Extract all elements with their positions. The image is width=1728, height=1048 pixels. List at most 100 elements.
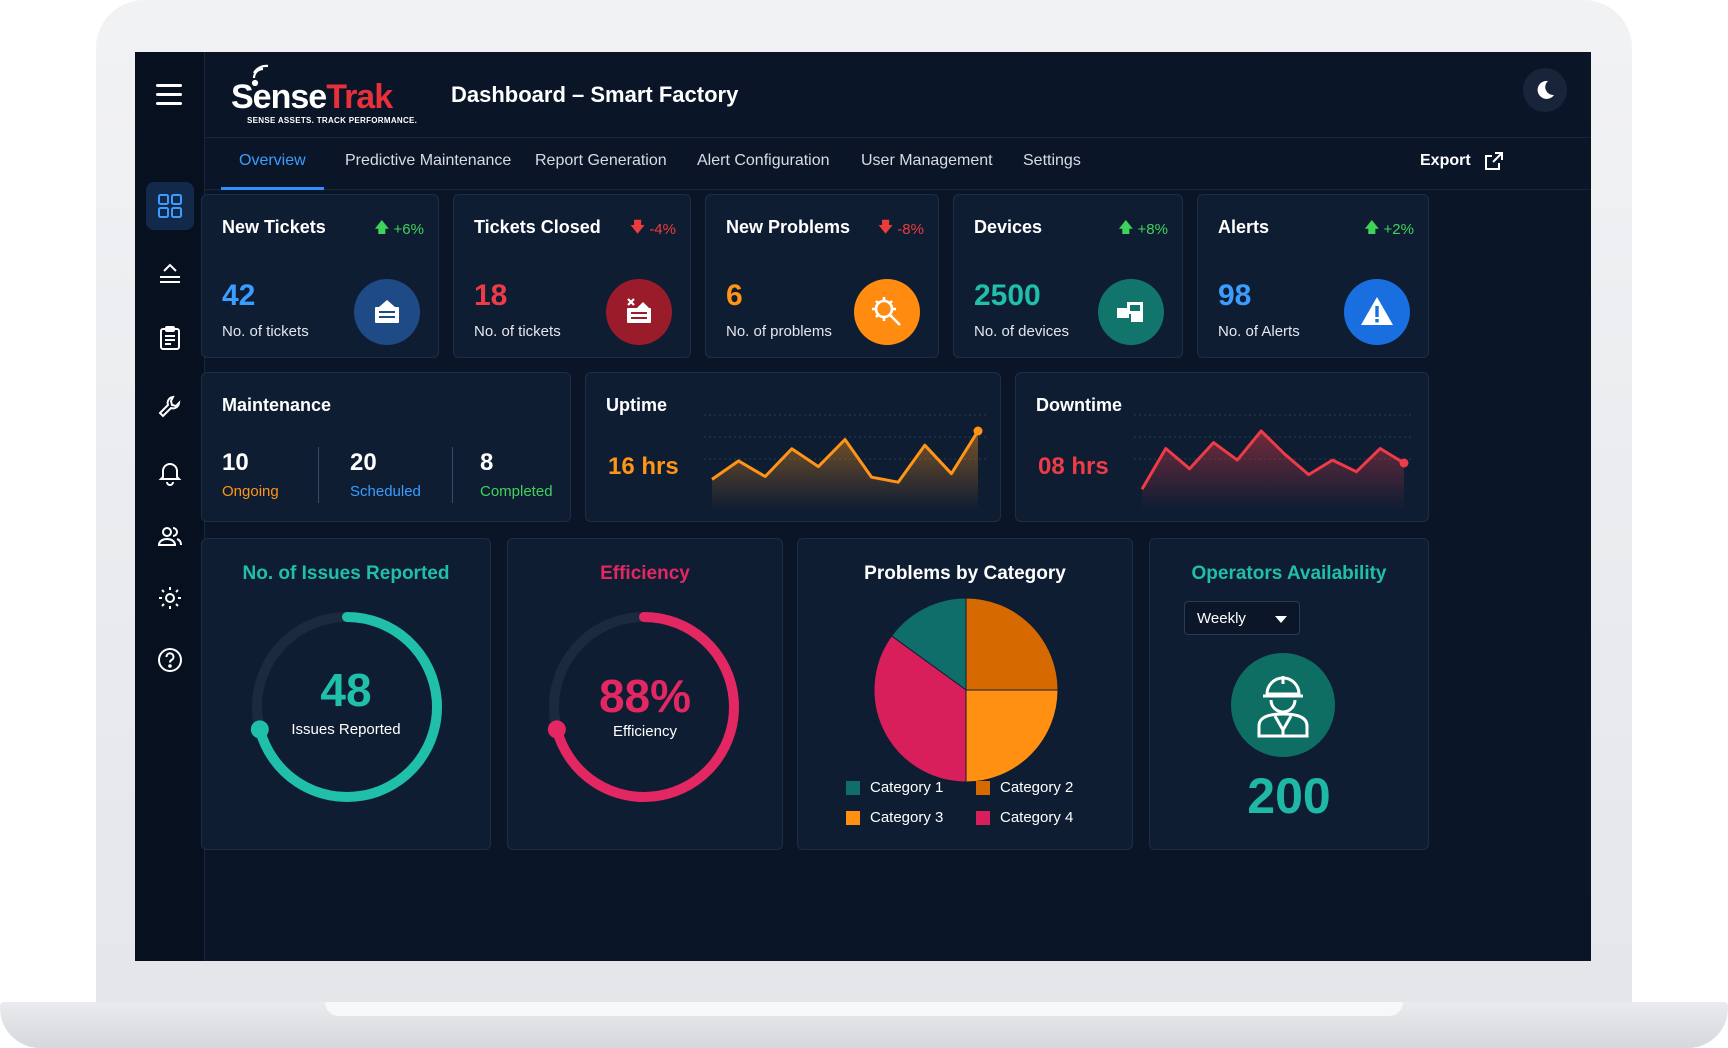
stat-card-devices: Devices 🡅 +8% 2500 No. of devices — [953, 194, 1183, 358]
header: SenseTrak SENSE ASSETS. TRACK PERFORMANC… — [205, 52, 1591, 138]
pie-slice-1 — [890, 597, 967, 691]
logo-tagline: SENSE ASSETS. TRACK PERFORMANCE. — [247, 116, 418, 125]
operators-availability-card: Operators Availability Weekly 200 — [1149, 538, 1429, 850]
uptime-area — [712, 431, 978, 509]
issues-title: No. of Issues Reported — [242, 563, 450, 584]
efficiency-gauge — [547, 612, 739, 802]
tab-settings[interactable]: Settings — [1023, 152, 1081, 169]
divider — [452, 447, 453, 503]
pie-slice-2 — [965, 597, 1059, 691]
arrow-up-icon: 🡅 — [374, 219, 390, 236]
sidebar-item-users[interactable] — [146, 512, 194, 560]
efficiency-value: 88% — [598, 670, 692, 722]
stat-change: 🡇 -8% — [878, 217, 924, 242]
sidebar-item-alerts[interactable] — [146, 448, 194, 496]
moon-icon — [1537, 80, 1554, 99]
arrow-down-icon: 🡇 — [629, 219, 646, 236]
maintenance-title: Maintenance — [222, 395, 332, 415]
maintenance-scheduled-label: Scheduled — [350, 483, 421, 500]
tab-overview[interactable]: Overview — [221, 138, 324, 190]
stat-title: Devices — [974, 217, 1043, 237]
uptime-value: 16 hrs — [608, 453, 679, 480]
issues-arc — [254, 612, 442, 802]
legend-item: Category 3 — [846, 809, 943, 826]
wrench-icon — [158, 395, 181, 418]
bell-icon — [158, 463, 182, 486]
sidebar-item-reports[interactable] — [146, 314, 194, 362]
operators-title: Operators Availability — [1191, 563, 1387, 584]
export-button[interactable]: Export — [1420, 138, 1505, 190]
stat-subtitle: No. of tickets — [222, 323, 309, 340]
stat-title: Alerts — [1218, 217, 1270, 237]
tab-alert-configuration[interactable]: Alert Configuration — [697, 152, 830, 169]
menu-icon[interactable] — [156, 84, 182, 105]
tab-bar: Overview Predictive Maintenance Report G… — [205, 138, 1591, 190]
legend-item: Category 4 — [976, 809, 1073, 826]
legend-swatch — [976, 810, 990, 825]
problem-search-icon — [854, 279, 920, 345]
efficiency-card: Efficiency 88% Efficiency — [507, 538, 783, 850]
sidebar-item-maintenance[interactable] — [146, 382, 194, 430]
period-select[interactable]: Weekly — [1184, 601, 1300, 635]
stat-title: Tickets Closed — [474, 217, 601, 237]
logo: SenseTrak SENSE ASSETS. TRACK PERFORMANC… — [231, 64, 417, 128]
stat-change: 🡅 +2% — [1364, 217, 1414, 242]
sidebar-item-dashboard[interactable] — [146, 182, 194, 230]
problems-pie-chart — [873, 597, 1059, 783]
sidebar-item-upload[interactable] — [146, 248, 194, 296]
logo-text: SenseTrak — [231, 78, 393, 116]
chevron-down-icon — [1275, 616, 1287, 623]
stat-change: 🡅 +8% — [1118, 217, 1168, 242]
downtime-title: Downtime — [1036, 395, 1123, 415]
uptime-card: Uptime 16 hrs — [585, 372, 1001, 522]
sidebar — [135, 52, 205, 961]
stat-value: 98 — [1218, 279, 1252, 312]
stat-value: 42 — [222, 279, 256, 312]
downtime-sparkline — [1134, 414, 1412, 509]
alert-triangle-icon — [1344, 279, 1410, 345]
sidebar-item-settings[interactable] — [146, 574, 194, 622]
operators-count: 200 — [1247, 768, 1331, 824]
stat-subtitle: No. of Alerts — [1218, 323, 1300, 340]
stat-title: New Tickets — [222, 217, 326, 237]
users-icon — [157, 527, 182, 546]
tab-predictive-maintenance[interactable]: Predictive Maintenance — [345, 152, 512, 169]
stat-value: 2500 — [974, 279, 1041, 312]
arrow-up-icon: 🡅 — [1118, 219, 1134, 236]
efficiency-arc — [551, 612, 739, 802]
operator-icon — [1231, 653, 1335, 757]
stat-title: New Problems — [726, 217, 851, 237]
stat-card-new-tickets: New Tickets 🡅 +6% 42 No. of tickets — [201, 194, 439, 358]
legend-swatch — [846, 780, 860, 795]
efficiency-title: Efficiency — [600, 563, 690, 584]
problems-by-category-title: Problems by Category — [864, 563, 1066, 584]
stat-subtitle: No. of devices — [974, 323, 1070, 340]
legend-swatch — [846, 810, 860, 825]
pie-slice-3 — [965, 689, 1059, 783]
theme-toggle-button[interactable] — [1523, 68, 1567, 112]
sidebar-item-help[interactable] — [146, 636, 194, 684]
external-link-icon — [1484, 152, 1503, 170]
issues-knob — [250, 720, 269, 739]
downtime-point — [1399, 458, 1409, 468]
arrow-down-icon: 🡇 — [877, 219, 894, 236]
efficiency-knob — [547, 720, 566, 739]
gear-icon — [159, 587, 181, 609]
stat-card-new-problems: New Problems 🡇 -8% 6 No. of problems — [705, 194, 939, 358]
devices-icon — [1098, 279, 1164, 345]
downtime-card: Downtime 08 hrs — [1015, 372, 1429, 522]
stat-card-tickets-closed: Tickets Closed 🡇 -4% 18 No. of tickets — [453, 194, 691, 358]
divider — [318, 447, 319, 503]
laptop-notch — [325, 1002, 1403, 1016]
tab-user-management[interactable]: User Management — [861, 152, 993, 169]
uptime-title: Uptime — [606, 395, 668, 415]
tab-report-generation[interactable]: Report Generation — [535, 152, 667, 169]
maintenance-scheduled-value: 20 — [350, 449, 377, 476]
legend-item: Category 1 — [846, 779, 943, 796]
maintenance-completed-value: 8 — [480, 449, 494, 476]
uptime-point — [973, 426, 983, 436]
stat-card-alerts: Alerts 🡅 +2% 98 No. of Alerts — [1197, 194, 1429, 358]
efficiency-label: Efficiency — [613, 723, 677, 740]
legend-item: Category 2 — [976, 779, 1073, 796]
maintenance-completed-label: Completed — [480, 483, 553, 500]
